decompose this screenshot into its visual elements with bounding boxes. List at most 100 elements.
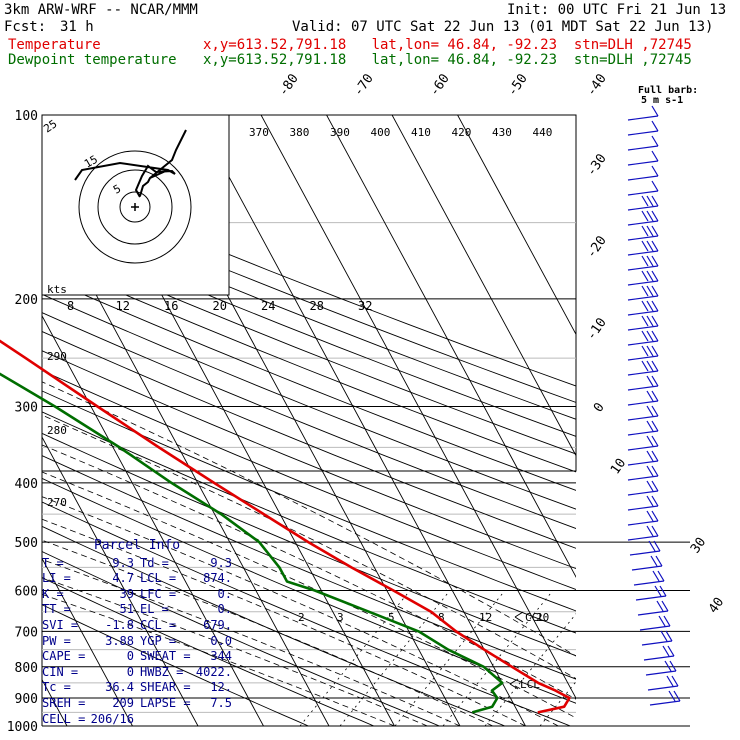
dewpoint-location: x,y=613.52,791.18 lat,lon= 46.84, -92.23… <box>203 52 692 68</box>
mixing-ratio-line <box>339 590 451 726</box>
moist-adiabat <box>42 444 576 700</box>
wind-barb <box>649 690 681 706</box>
isotherm-label: 30 <box>688 535 709 556</box>
dry-adiabat <box>42 577 375 726</box>
isotherm-label: -30 <box>584 151 610 179</box>
parcel-key: Td = <box>140 555 169 570</box>
moist-adiabat <box>42 593 395 726</box>
band-labels: 8 12 16 20 24 28 32 <box>67 299 372 313</box>
parcel-info-panel: Parcel Info T = 9.3 Td = 9.3 LI = 4.7 LCL = 874… <box>42 538 232 727</box>
wind-barb <box>639 615 671 631</box>
parcel-key: LAPSE = <box>140 695 191 710</box>
pressure-label-500: 500 <box>15 536 38 551</box>
isotherm-label: -50 <box>505 71 531 99</box>
parcel-value: 344 <box>210 649 232 664</box>
hodograph-ring-medium <box>97 169 173 245</box>
pressure-label-800: 800 <box>15 661 38 676</box>
mixing-ratio-label: 12 <box>479 611 492 624</box>
wind-barb <box>627 450 659 466</box>
mixing-ratio-label: 20 <box>536 611 549 624</box>
isotherm <box>260 115 576 700</box>
parcel-cell-td: Td = 9.3 <box>140 556 232 572</box>
wind-barb <box>627 435 659 451</box>
wind-barb <box>637 600 669 616</box>
hodograph-speed-25: 25 <box>41 117 59 135</box>
wind-barb <box>627 480 659 496</box>
dry-adiabat <box>42 604 309 726</box>
parcel-info-title: Parcel Info <box>93 538 181 553</box>
mixing-ratio-label: 5 <box>388 611 395 624</box>
parcel-cell-cape: CAPE = 0 <box>42 649 134 665</box>
dewpoint-line <box>0 372 504 714</box>
parcel-value: 36.4 <box>105 680 134 695</box>
parcel-key: PW = <box>42 633 71 648</box>
wind-barb <box>633 570 665 586</box>
wind-barb <box>627 405 659 421</box>
band-label: 8 <box>67 299 74 313</box>
parcel-value: 4.7 <box>112 571 134 586</box>
dewpoint-legend-label: Dewpoint temperature <box>8 52 177 68</box>
parcel-row: Tc = 36.4 SHEAR = 12. <box>42 680 232 696</box>
hodograph-units: kts <box>47 283 67 296</box>
wind-barb <box>627 150 659 166</box>
parcel-key: CELL = <box>42 711 86 726</box>
dry-adiabat <box>42 258 576 473</box>
parcel-row: CELL = 206/16 <box>42 712 232 728</box>
parcel-value: 9.3 <box>112 555 134 570</box>
isotherm-label: 10 <box>608 456 629 477</box>
moist-adiabat <box>42 381 576 657</box>
parcel-cell-cell: CELL = 206/16 <box>42 712 134 728</box>
parcel-key: LCL = <box>140 571 177 586</box>
parcel-key: K = <box>42 586 64 601</box>
wind-barb <box>627 345 659 361</box>
parcel-cell-t: T = 9.3 <box>42 556 134 572</box>
theta-e-label: 430 <box>492 126 512 139</box>
wind-barb <box>647 675 679 691</box>
pressure-label-700: 700 <box>15 625 38 640</box>
wind-barb <box>627 375 659 391</box>
band-label: 12 <box>116 299 130 313</box>
parcel-cell-cin: CIN = 0 <box>42 665 134 681</box>
pressure-label-900: 900 <box>15 692 38 707</box>
wind-barb <box>627 420 659 436</box>
pressure-label-1000: 1000 <box>7 720 38 735</box>
parcel-cell-lcl: LCL = 874. <box>140 571 232 587</box>
parcel-row: T = 9.3 Td = 9.3 <box>42 556 232 572</box>
mixing-ratio-label: 2 <box>298 611 305 624</box>
theta-e-label: 400 <box>371 126 391 139</box>
parcel-key: SHEAR = <box>140 680 191 695</box>
model-title: 3km ARW-WRF -- NCAR/MMM <box>4 2 198 18</box>
wind-barb <box>627 195 659 211</box>
parcel-row: TT = 51 EL = 0. <box>42 602 232 618</box>
hodograph-center <box>131 203 139 211</box>
theta-e-label: 410 <box>411 126 431 139</box>
wind-barb <box>627 510 659 526</box>
wind-barb <box>635 585 667 601</box>
parcel-value: -1.8 <box>105 617 134 632</box>
ccl-label: CCL <box>525 611 545 624</box>
theta-e-label: 380 <box>290 126 310 139</box>
band-label: 16 <box>164 299 178 313</box>
parcel-key: LI = <box>42 571 71 586</box>
isotherm-label: -70 <box>351 71 377 99</box>
moist-adiabat <box>42 577 428 726</box>
wind-barb <box>627 165 659 181</box>
parcel-value: 7.5 <box>210 695 232 710</box>
parcel-row: CIN = 0 HWBZ = 4022. <box>42 665 232 681</box>
wind-barb <box>627 120 659 136</box>
parcel-row: LI = 4.7 LCL = 874. <box>42 571 232 587</box>
parcel-key: CCL = <box>140 617 177 632</box>
dry-adiabat <box>42 455 576 680</box>
temperature-legend-label: Temperature <box>8 37 101 53</box>
pressure-label-300: 300 <box>15 401 38 416</box>
wind-barb <box>631 555 663 571</box>
parcel-key: SREH = <box>42 695 86 710</box>
parcel-cell-lfc: LFC = 0. <box>140 587 232 603</box>
mixing-ratio-label: 8 <box>438 611 445 624</box>
parcel-key: YGP = <box>140 633 177 648</box>
parcel-key: TT = <box>42 602 71 617</box>
parcel-value: 0. <box>217 602 232 617</box>
wind-barb <box>627 105 659 121</box>
isotherm-label: -10 <box>584 315 610 343</box>
